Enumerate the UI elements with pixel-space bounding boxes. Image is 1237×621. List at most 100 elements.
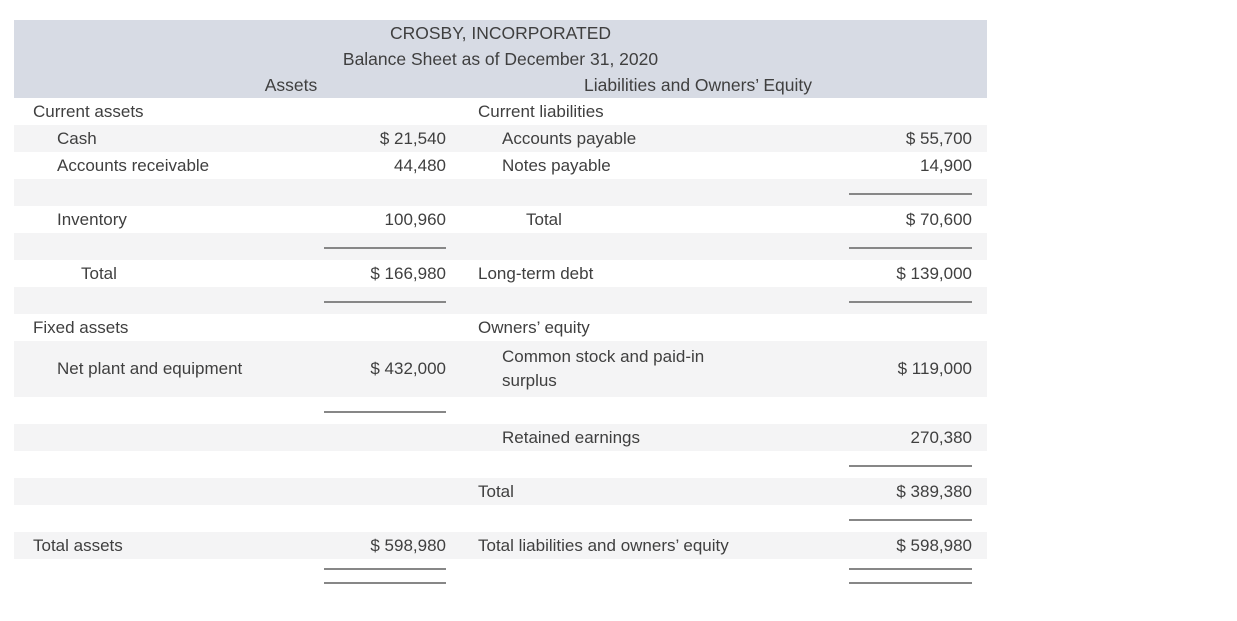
account-label: Total (81, 263, 117, 283)
amount-value: $ 389,380 (896, 481, 972, 501)
left-amount-cell: $ 166,980 (324, 264, 463, 284)
account-label: Accounts receivable (57, 155, 210, 175)
table-row: Current assets Current liabilities (14, 98, 987, 125)
left-amount-cell (324, 246, 463, 249)
table-row: Fixed assets Owners’ equity (14, 314, 987, 341)
table-header: CROSBY, INCORPORATED Balance Sheet as of… (14, 20, 987, 98)
left-label-cell: Current assets (14, 102, 324, 122)
table-row: Total assets $ 598,980 Total liabilities a… (14, 532, 987, 559)
table-row: Net plant and equipment $ 432,000 Common s… (14, 341, 987, 397)
assets-column-header: Assets (264, 75, 318, 95)
statement-subtitle: Balance Sheet as of December 31, 2020 (342, 49, 659, 69)
account-label: Net plant and equipment (57, 359, 243, 378)
amount-value: $ 70,600 (905, 209, 972, 229)
sum-rule (324, 246, 446, 249)
table-row: Total $ 166,980 Long-term debt $ 139,000 (14, 260, 987, 287)
sum-rule (849, 246, 972, 249)
amount-value: $ 166,980 (370, 263, 446, 283)
right-label-cell: Total (463, 210, 849, 230)
account-label: Common stock and paid-in surplus (502, 347, 705, 390)
right-amount-cell (849, 464, 987, 467)
left-amount-cell: 100,960 (324, 210, 463, 230)
left-label-cell: Net plant and equipment (14, 359, 324, 379)
left-label-cell: Total assets (14, 536, 324, 556)
table-row: Total $ 389,380 (14, 478, 987, 505)
right-label-cell: Total liabilities and owners’ equity (463, 536, 849, 556)
account-label: Accounts payable (502, 128, 637, 148)
left-label-cell: Inventory (14, 210, 324, 230)
left-label-cell: Accounts receivable (14, 156, 324, 176)
table-row (14, 179, 987, 206)
right-label-cell: Total (463, 482, 849, 502)
amount-value: $ 432,000 (370, 359, 446, 378)
left-amount-cell: 44,480 (324, 156, 463, 176)
table-row (14, 287, 987, 314)
amount-value: 14,900 (920, 155, 972, 175)
sum-rule (324, 410, 446, 413)
sum-rule (849, 300, 972, 303)
amount-value: 100,960 (384, 209, 446, 229)
right-amount-cell: $ 139,000 (849, 264, 987, 284)
left-amount-cell: $ 21,540 (324, 129, 463, 149)
table-row (14, 559, 987, 593)
account-label: Cash (57, 128, 97, 148)
table-row (14, 451, 987, 478)
amount-value: $ 139,000 (896, 263, 972, 283)
right-label-cell: Notes payable (463, 156, 849, 176)
amount-value: 44,480 (394, 155, 446, 175)
left-amount-cell (324, 568, 463, 584)
account-label: Owners’ equity (478, 317, 590, 337)
account-label: Total liabilities and owners’ equity (478, 535, 729, 555)
right-amount-cell (849, 300, 987, 303)
table-body: Current assets Current liabilities Cash $ 2… (14, 98, 987, 593)
account-label: Current liabilities (478, 101, 604, 121)
right-amount-cell (849, 246, 987, 249)
right-amount-cell: $ 70,600 (849, 210, 987, 230)
right-amount-cell: $ 598,980 (849, 536, 987, 556)
right-amount-cell (849, 518, 987, 521)
double-sum-rule (324, 568, 446, 584)
right-label-cell: Current liabilities (463, 102, 849, 122)
amount-value: 270,380 (910, 427, 972, 447)
right-label-cell: Long-term debt (463, 264, 849, 284)
account-label: Inventory (57, 209, 127, 229)
left-label-cell: Total (14, 264, 324, 284)
left-label-cell: Cash (14, 129, 324, 149)
sum-rule (849, 464, 972, 467)
amount-value: $ 598,980 (896, 535, 972, 555)
sum-rule (849, 518, 972, 521)
table-row (14, 397, 987, 424)
left-amount-cell: $ 598,980 (324, 536, 463, 556)
table-row (14, 505, 987, 532)
right-amount-cell: $ 55,700 (849, 129, 987, 149)
account-label: Total assets (33, 535, 123, 555)
account-label: Total (526, 209, 562, 229)
right-label-cell: Owners’ equity (463, 318, 849, 338)
right-amount-cell: 14,900 (849, 156, 987, 176)
right-label-cell: Common stock and paid-in surplus (463, 345, 849, 393)
account-label: Notes payable (502, 155, 611, 175)
left-amount-cell (324, 410, 463, 413)
right-amount-cell: 270,380 (849, 428, 987, 448)
column-headers-row: Assets Liabilities and Owners’ Equity (14, 72, 987, 98)
company-title: CROSBY, INCORPORATED (389, 23, 612, 43)
right-label-cell: Retained earnings (463, 428, 849, 448)
sum-rule (849, 192, 972, 195)
left-label-cell: Fixed assets (14, 318, 324, 338)
sum-rule (324, 300, 446, 303)
right-label-cell: Accounts payable (463, 129, 849, 149)
amount-value: $ 21,540 (379, 128, 446, 148)
left-amount-cell (324, 300, 463, 303)
right-amount-cell (849, 568, 987, 584)
balance-sheet-table: CROSBY, INCORPORATED Balance Sheet as of… (14, 20, 987, 593)
table-row (14, 233, 987, 260)
amount-value: $ 55,700 (905, 128, 972, 148)
amount-value: $ 598,980 (370, 535, 446, 555)
table-row: Inventory 100,960 Total $ 70,600 (14, 206, 987, 233)
table-row: Cash $ 21,540 Accounts payable $ 55,700 (14, 125, 987, 152)
left-amount-cell: $ 432,000 (324, 359, 463, 379)
right-amount-cell: $ 389,380 (849, 482, 987, 502)
right-amount-cell: $ 119,000 (849, 359, 987, 379)
account-label: Long-term debt (478, 263, 594, 283)
